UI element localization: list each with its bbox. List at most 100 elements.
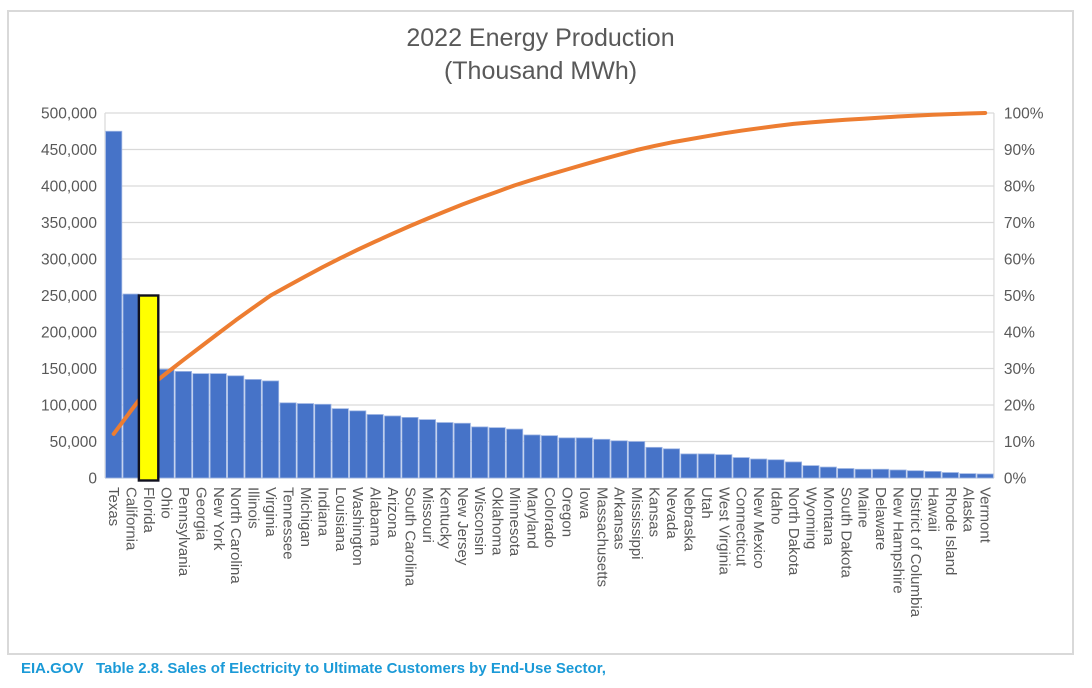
bar-south-carolina [401, 417, 419, 479]
bar-nevada [662, 448, 680, 479]
x-axis-label-oklahoma: Oklahoma [489, 487, 506, 556]
right-axis-tick-1: 10% [1004, 434, 1035, 451]
x-axis-label-hawaii: Hawaii [924, 487, 941, 532]
bar-montana [819, 466, 837, 479]
x-axis-label-idaho: Idaho [768, 487, 785, 525]
x-axis-label-texas: Texas [105, 487, 122, 526]
x-axis-label-kentucky: Kentucky [436, 487, 453, 549]
left-axis-tick-1: 50,000 [50, 434, 98, 451]
x-axis-label-nevada: Nevada [663, 487, 680, 539]
x-axis-label-mississippi: Mississippi [628, 487, 645, 560]
bar-idaho [767, 459, 785, 479]
bar-hawaii [924, 471, 942, 479]
x-axis-label-new-mexico: New Mexico [750, 487, 767, 569]
x-axis-label-pennsylvania: Pennsylvania [175, 487, 192, 577]
bar-maine [854, 468, 872, 479]
x-axis-label-indiana: Indiana [314, 487, 331, 537]
x-axis-label-south-dakota: South Dakota [837, 487, 854, 579]
bar-district-of-columbia [906, 470, 925, 479]
x-axis-label-maine: Maine [855, 487, 872, 528]
bar-massachusetts [593, 438, 611, 479]
bar-mississippi [628, 441, 646, 479]
left-axis-tick-0: 0 [88, 471, 97, 488]
x-axis-label-illinois: Illinois [245, 487, 262, 529]
x-axis-label-massachusetts: Massachusetts [593, 487, 610, 587]
x-axis-label-district-of-columbia: District of Columbia [907, 487, 924, 618]
left-axis-tick-3: 150,000 [41, 361, 97, 378]
bar-ohio [157, 368, 175, 479]
footer-caption: Table 2.8. Sales of Electricity to Ultim… [96, 660, 606, 677]
bar-delaware [872, 468, 890, 479]
bar-indiana [314, 403, 332, 479]
chart-title: 2022 Energy Production (Thousand MWh) [7, 22, 1074, 88]
x-axis-label-alabama: Alabama [367, 487, 384, 547]
x-axis-label-south-carolina: South Carolina [402, 487, 419, 587]
x-axis-label-utah: Utah [698, 487, 715, 519]
x-axis-label-arkansas: Arkansas [611, 487, 628, 550]
x-axis-label-north-dakota: North Dakota [785, 487, 802, 576]
right-axis-tick-8: 80% [1004, 179, 1035, 196]
left-axis-tick-7: 350,000 [41, 215, 97, 232]
x-axis-label-iowa: Iowa [576, 487, 593, 519]
right-axis-tick-6: 60% [1004, 252, 1035, 269]
bar-arkansas [610, 440, 628, 479]
bar-new-jersey [453, 422, 471, 479]
bar-missouri [418, 419, 436, 479]
bar-alabama [366, 414, 384, 479]
bar-nebraska [680, 453, 698, 479]
x-axis-label-delaware: Delaware [872, 487, 889, 550]
bar-kentucky [436, 422, 454, 479]
left-axis-tick-2: 100,000 [41, 398, 97, 415]
left-axis-tick-6: 300,000 [41, 252, 97, 269]
right-axis-tick-5: 50% [1004, 288, 1035, 305]
x-axis-label-north-carolina: North Carolina [227, 487, 244, 584]
x-axis-label-new-jersey: New Jersey [454, 487, 471, 566]
bar-minnesota [506, 428, 524, 479]
bar-utah [697, 453, 715, 479]
x-axis-label-minnesota: Minnesota [506, 487, 523, 557]
bar-vermont [976, 473, 994, 479]
bar-washington [349, 410, 367, 479]
bar-wyoming [802, 465, 820, 479]
x-axis-label-new-york: New York [210, 487, 227, 551]
x-axis-label-virginia: Virginia [262, 487, 279, 537]
x-axis-label-wyoming: Wyoming [802, 487, 819, 549]
x-axis-label-connecticut: Connecticut [733, 487, 750, 567]
bar-virginia [262, 380, 280, 479]
x-axis-label-florida: Florida [140, 487, 157, 534]
right-axis-tick-3: 30% [1004, 361, 1035, 378]
x-axis-label-montana: Montana [820, 487, 837, 546]
bar-iowa [575, 437, 593, 479]
left-axis-tick-8: 400,000 [41, 179, 97, 196]
x-axis-label-oregon: Oregon [558, 487, 575, 537]
left-axis-tick-4: 200,000 [41, 325, 97, 342]
x-axis-label-louisiana: Louisiana [332, 487, 349, 552]
bar-alaska [959, 473, 977, 479]
bar-north-dakota [784, 461, 802, 479]
bar-west-virginia [715, 454, 733, 479]
footer-source-eia: EIA.GOV [21, 660, 84, 677]
left-axis-tick-10: 500,000 [41, 106, 97, 123]
chart-title-line1: 2022 Energy Production [406, 24, 675, 52]
bar-new-york [209, 373, 227, 479]
x-axis-label-colorado: Colorado [541, 487, 558, 548]
bar-tennessee [279, 402, 297, 479]
x-axis-label-michigan: Michigan [297, 487, 314, 547]
bar-louisiana [331, 408, 349, 479]
bar-maryland [523, 434, 541, 479]
x-axis-label-vermont: Vermont [977, 487, 994, 544]
bar-michigan [296, 403, 314, 479]
x-axis-label-nebraska: Nebraska [680, 487, 697, 552]
bar-new-mexico [750, 458, 768, 479]
right-axis-tick-2: 20% [1004, 398, 1035, 415]
highlighted-bar-florida [137, 294, 160, 482]
cumulative-percent-line [111, 111, 988, 436]
bar-new-hampshire [889, 469, 907, 479]
x-axis-label-washington: Washington [349, 487, 366, 566]
x-axis-label-maryland: Maryland [524, 487, 541, 549]
bar-texas [105, 130, 123, 479]
bar-colorado [540, 435, 558, 479]
right-axis-tick-4: 40% [1004, 325, 1035, 342]
right-axis-tick-7: 70% [1004, 215, 1035, 232]
